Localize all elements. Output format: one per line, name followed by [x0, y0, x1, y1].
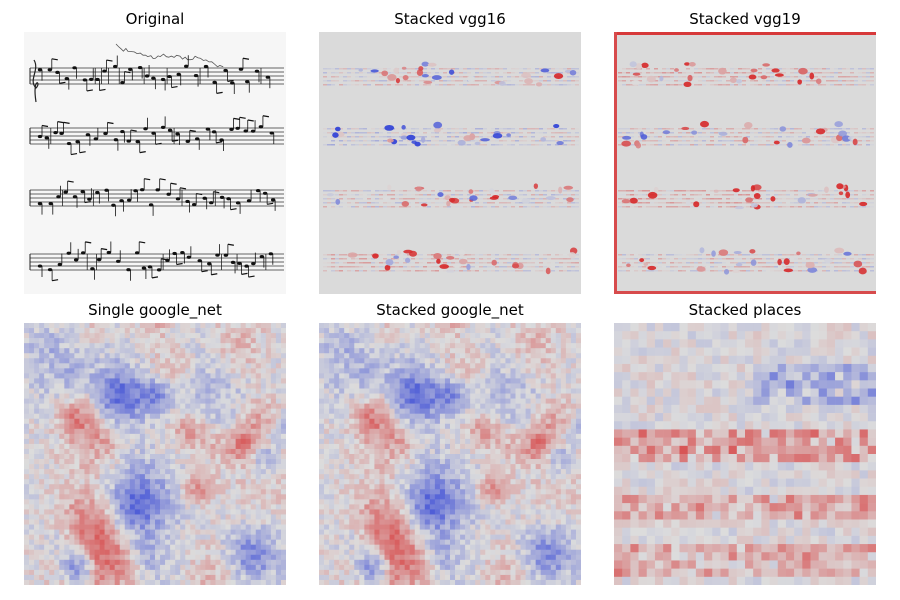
- panel-title-stacked-vgg16: Stacked vgg16: [394, 10, 506, 28]
- panel-title-stacked-vgg19: Stacked vgg19: [689, 10, 801, 28]
- stacked-vgg16-heatmap: [319, 32, 581, 294]
- stacked-vgg19-heatmap: [614, 32, 876, 294]
- single-google-net-heatmap: [24, 323, 286, 585]
- stacked-places-heatmap: [614, 323, 876, 585]
- panel-title-stacked-places: Stacked places: [688, 301, 802, 319]
- stacked-google-net-heatmap: [319, 323, 581, 585]
- panel-title-stacked-google-net: Stacked google_net: [376, 301, 524, 319]
- panel-title-original: Original: [125, 10, 185, 28]
- original-sheet-music-image: [24, 32, 286, 294]
- panel-title-single-google-net: Single google_net: [88, 301, 222, 319]
